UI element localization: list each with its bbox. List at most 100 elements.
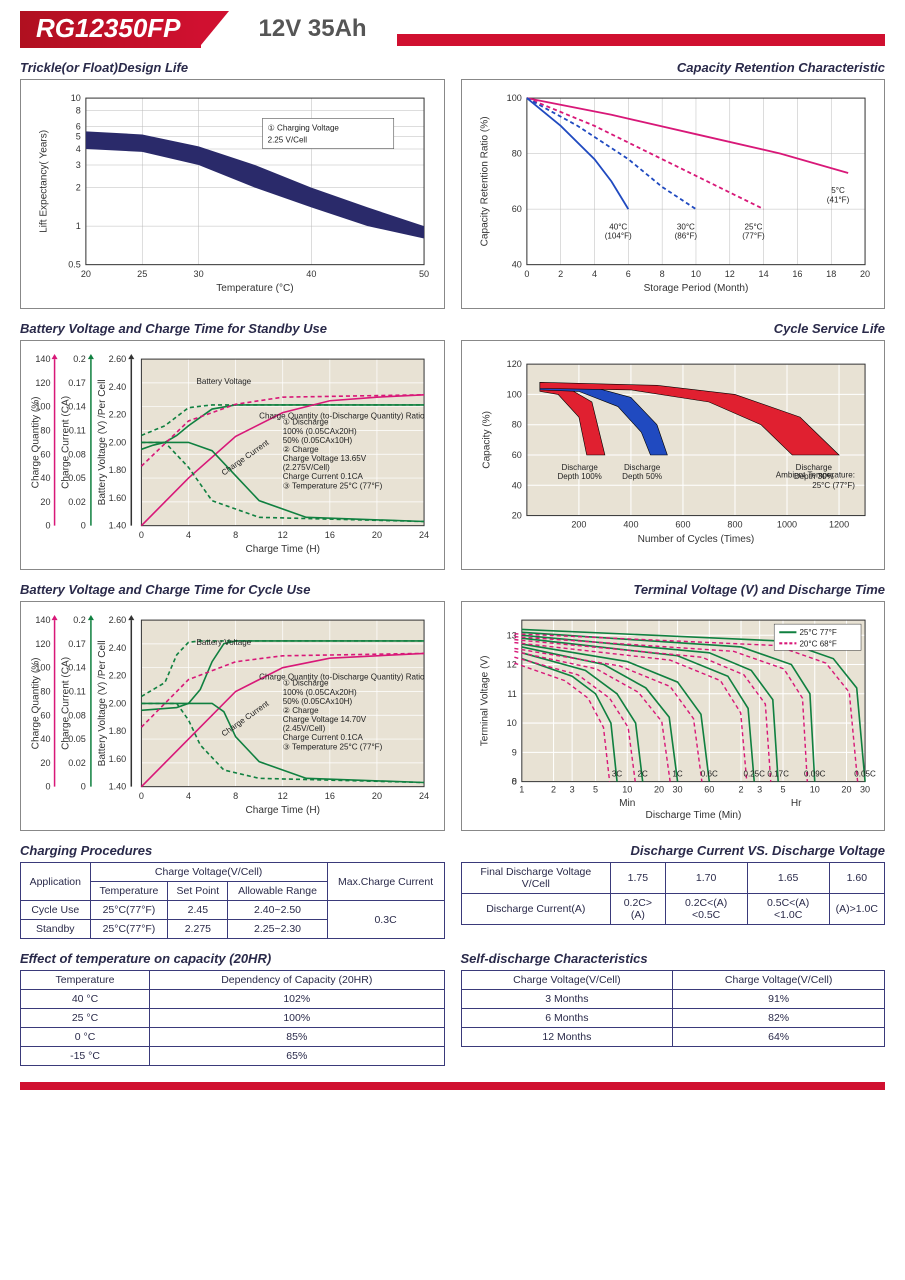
tbl-temp-title: Effect of temperature on capacity (20HR)	[20, 951, 445, 966]
svg-text:Charge Current (CA): Charge Current (CA)	[61, 396, 72, 489]
svg-text:2.25 V/Cell: 2.25 V/Cell	[268, 136, 308, 145]
th-app: Application	[21, 863, 91, 901]
svg-text:20: 20	[372, 791, 382, 801]
tbl-self: Charge Voltage(V/Cell)Charge Voltage(V/C…	[461, 970, 886, 1047]
table-row: 3 Months91%	[461, 990, 885, 1009]
svg-text:25°C (77°F): 25°C (77°F)	[812, 481, 855, 490]
svg-text:12: 12	[278, 530, 288, 540]
svg-text:16: 16	[792, 269, 802, 279]
svg-text:0: 0	[139, 791, 144, 801]
svg-text:4: 4	[591, 269, 596, 279]
svg-text:2.00: 2.00	[109, 437, 127, 447]
svg-text:Lift Expectancy( Years): Lift Expectancy( Years)	[38, 130, 49, 233]
svg-text:2: 2	[551, 785, 556, 795]
svg-text:1: 1	[519, 785, 524, 795]
tbl-discharge: Final Discharge Voltage V/Cell 1.75 1.70…	[461, 862, 886, 925]
svg-text:400: 400	[623, 520, 638, 530]
chart3-title: Battery Voltage and Charge Time for Stan…	[20, 321, 445, 336]
table-row: Discharge Current(A) 0.2C>(A) 0.2C<(A)<0…	[461, 894, 885, 925]
svg-text:25°C 77°F: 25°C 77°F	[799, 628, 836, 637]
svg-text:Min: Min	[619, 798, 635, 809]
svg-text:3C: 3C	[611, 770, 621, 779]
svg-text:4: 4	[186, 791, 191, 801]
svg-text:0.05C: 0.05C	[854, 770, 876, 779]
svg-text:Charge Quantity (%): Charge Quantity (%)	[30, 657, 41, 749]
svg-text:1000: 1000	[776, 520, 796, 530]
svg-text:1C: 1C	[672, 770, 682, 779]
svg-text:14: 14	[758, 269, 768, 279]
svg-text:24: 24	[419, 791, 429, 801]
svg-text:120: 120	[35, 378, 50, 388]
svg-text:800: 800	[727, 520, 742, 530]
svg-text:Charge Current 0.1CA: Charge Current 0.1CA	[283, 733, 364, 742]
svg-text:50: 50	[419, 269, 429, 279]
svg-text:16: 16	[325, 791, 335, 801]
chart5-title: Battery Voltage and Charge Time for Cycl…	[20, 582, 445, 597]
svg-text:2: 2	[558, 269, 563, 279]
svg-text:2.60: 2.60	[109, 354, 127, 364]
svg-text:30°C: 30°C	[676, 222, 694, 231]
svg-text:0.17C: 0.17C	[767, 770, 789, 779]
table-row: 25 °C100%	[21, 1009, 445, 1028]
svg-text:(2.275V/Cell): (2.275V/Cell)	[283, 463, 330, 472]
svg-text:Depth 50%: Depth 50%	[622, 472, 662, 481]
svg-text:① Charging Voltage: ① Charging Voltage	[268, 123, 340, 132]
svg-text:60: 60	[40, 710, 50, 720]
svg-text:25: 25	[137, 269, 147, 279]
svg-text:60: 60	[40, 449, 50, 459]
svg-text:② Charge: ② Charge	[283, 706, 319, 715]
svg-text:0.2: 0.2	[73, 615, 86, 625]
svg-text:(104°F): (104°F)	[604, 231, 631, 240]
svg-text:Charge Voltage 13.65V: Charge Voltage 13.65V	[283, 454, 367, 463]
svg-text:Charge Voltage 14.70V: Charge Voltage 14.70V	[283, 715, 367, 724]
th-ar: Allowable Range	[228, 882, 327, 901]
svg-text:60: 60	[511, 204, 521, 214]
table-row: 12 Months64%	[461, 1028, 885, 1047]
svg-text:10: 10	[690, 269, 700, 279]
svg-text:1.80: 1.80	[109, 465, 127, 475]
svg-text:② Charge: ② Charge	[283, 445, 319, 454]
svg-text:① Discharge: ① Discharge	[283, 679, 329, 688]
svg-text:0.17: 0.17	[68, 639, 86, 649]
svg-text:6: 6	[625, 269, 630, 279]
svg-text:4: 4	[76, 144, 81, 154]
footer-bar	[20, 1082, 885, 1090]
chart6-title: Terminal Voltage (V) and Discharge Time	[461, 582, 886, 597]
svg-text:Terminal Voltage (V): Terminal Voltage (V)	[479, 655, 490, 746]
svg-text:Temperature (°C): Temperature (°C)	[216, 283, 293, 294]
svg-text:20°C 68°F: 20°C 68°F	[799, 639, 836, 648]
svg-text:20: 20	[841, 785, 851, 795]
svg-text:8: 8	[76, 106, 81, 116]
svg-text:Charge Quantity (%): Charge Quantity (%)	[30, 396, 41, 488]
svg-text:0: 0	[81, 521, 86, 531]
svg-text:0.2: 0.2	[73, 354, 86, 364]
svg-text:Discharge: Discharge	[561, 463, 598, 472]
svg-text:0.02: 0.02	[68, 758, 86, 768]
svg-text:Charge Time (H): Charge Time (H)	[245, 805, 319, 816]
svg-text:0.25C: 0.25C	[743, 770, 765, 779]
svg-text:1.40: 1.40	[109, 521, 127, 531]
svg-text:8: 8	[233, 791, 238, 801]
chart1-title: Trickle(or Float)Design Life	[20, 60, 445, 75]
svg-text:(77°F): (77°F)	[742, 231, 765, 240]
red-stripe	[397, 34, 885, 46]
spec-text: 12V 35Ah	[259, 15, 367, 43]
tbl-discharge-title: Discharge Current VS. Discharge Voltage	[461, 843, 886, 858]
svg-text:5°C: 5°C	[831, 186, 845, 195]
svg-text:0.17: 0.17	[68, 378, 86, 388]
svg-text:100% (0.05CAx20H): 100% (0.05CAx20H)	[283, 427, 357, 436]
svg-text:40°C: 40°C	[609, 222, 627, 231]
chart6-box: 891011121301235102030602351020303C2C1C0.…	[461, 601, 886, 831]
svg-text:Storage Period (Month): Storage Period (Month)	[643, 283, 748, 294]
svg-text:40: 40	[40, 473, 50, 483]
chart2-box: 406080100024681012141618205°C(41°F)25°C(…	[461, 79, 886, 309]
table-row: Cycle Use 25°C(77°F) 2.45 2.40~2.50 0.3C	[21, 901, 445, 920]
svg-text:12: 12	[506, 660, 516, 670]
svg-text:2.00: 2.00	[109, 698, 127, 708]
header-bar: RG12350FP 12V 35Ah	[20, 10, 885, 48]
svg-text:11: 11	[507, 689, 516, 699]
svg-text:Number of Cycles (Times): Number of Cycles (Times)	[637, 534, 754, 545]
svg-text:0.02: 0.02	[68, 497, 86, 507]
svg-text:3: 3	[76, 160, 81, 170]
svg-text:0.09C: 0.09C	[803, 770, 825, 779]
